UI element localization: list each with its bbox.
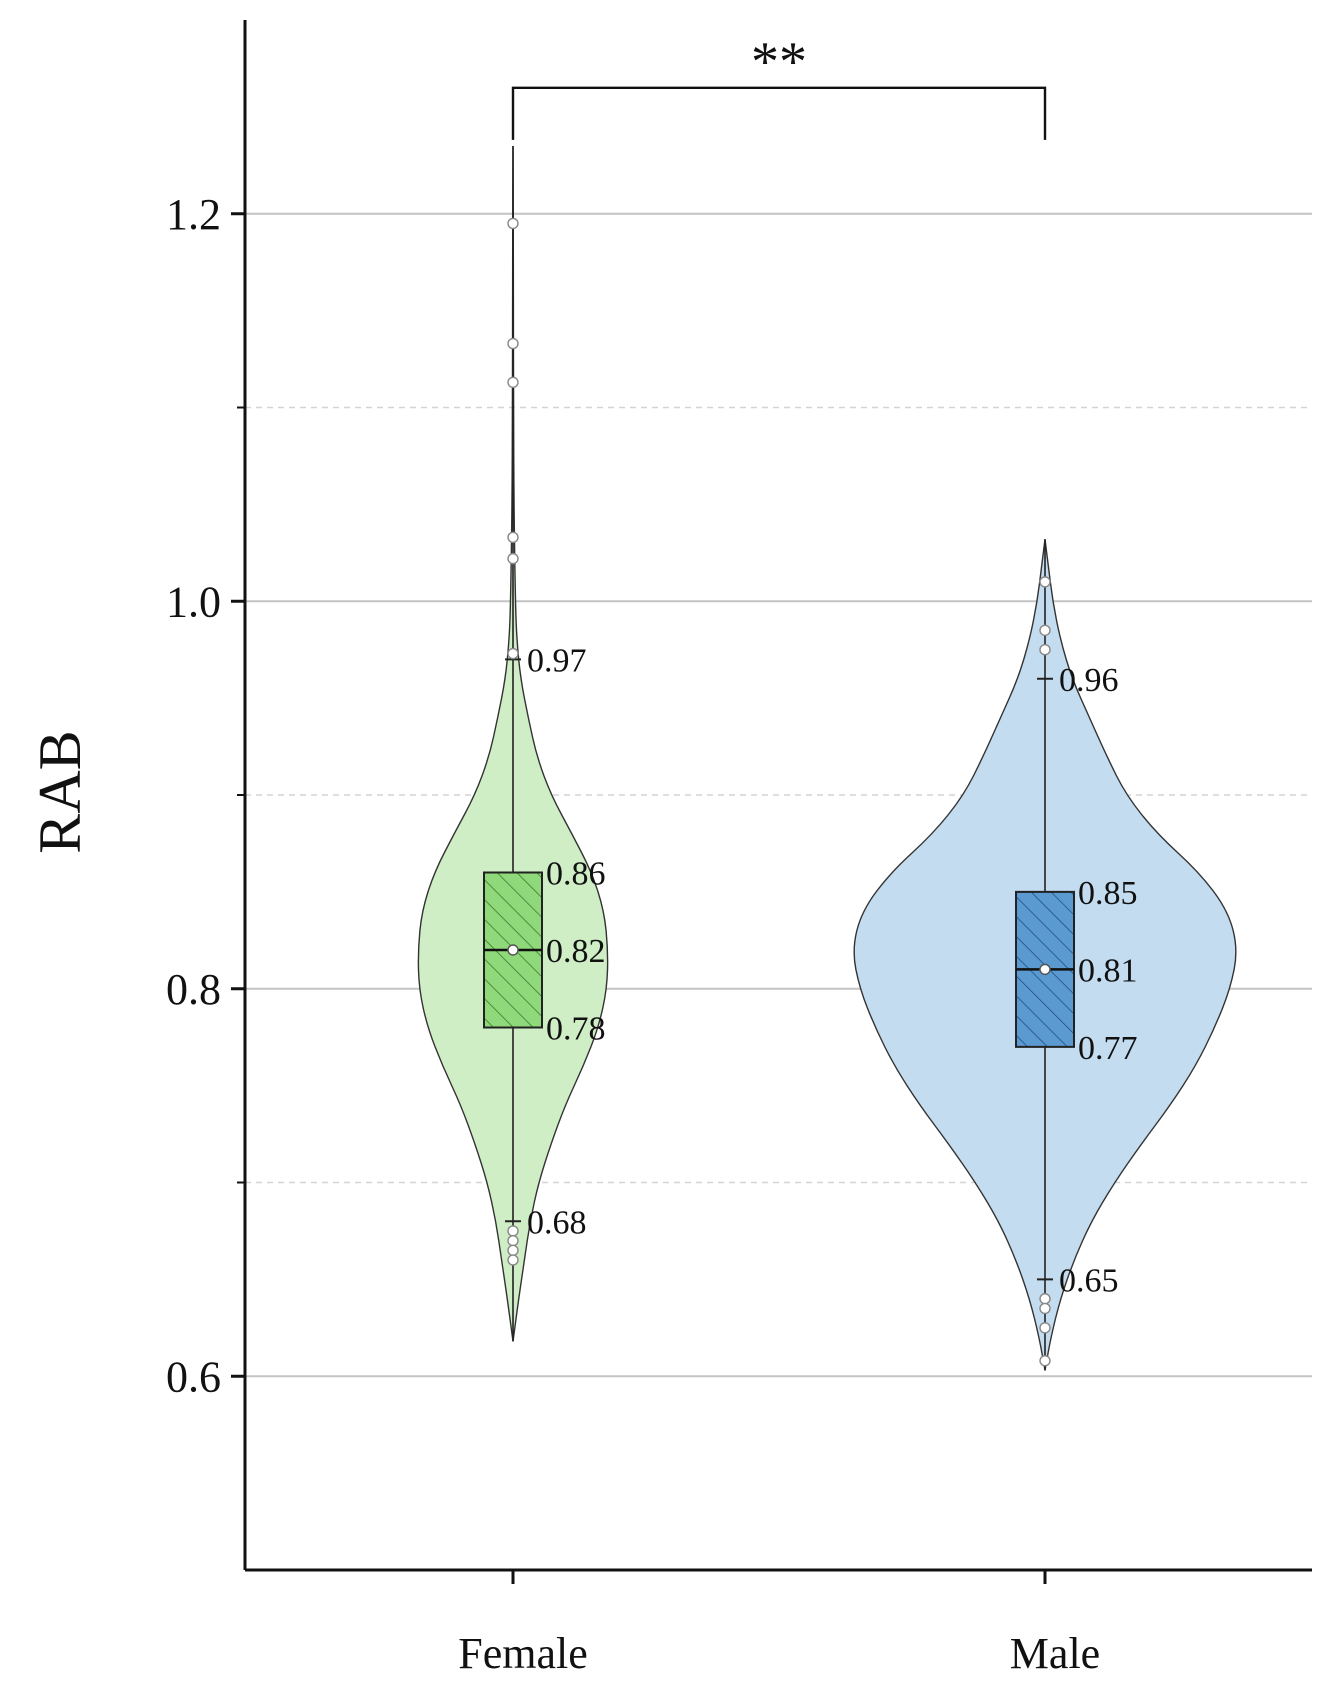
- outlier-point: [507, 337, 519, 350]
- outlier-point: [1039, 1355, 1051, 1367]
- outlier-point: [507, 647, 519, 660]
- outlier-point: [507, 552, 519, 565]
- y-axis-label: RAB: [27, 730, 93, 853]
- outlier-point: [1039, 624, 1051, 637]
- mean-marker: [1039, 963, 1051, 976]
- whisker-low-label: 0.65: [1059, 1262, 1119, 1299]
- outlier-point: [507, 217, 519, 230]
- label-layer: 0.86 0.82 0.78 0.97 0.68 0.85 0.81 0.77 0.96 0.65…: [511, 31, 1138, 1299]
- outlier-point: [1039, 1322, 1051, 1334]
- x-tick-label-female: Female: [458, 1629, 588, 1678]
- box-layer: [483, 145, 1075, 1371]
- significance-label: **: [751, 31, 807, 93]
- y-tick-label: 0.8: [166, 965, 221, 1014]
- q3-label: 0.85: [1078, 875, 1138, 912]
- outlier-point: [507, 376, 519, 389]
- significance-bracket: [511, 86, 1047, 140]
- whisker-high-label: 0.97: [527, 642, 587, 679]
- outlier-point: [1039, 643, 1051, 656]
- outlier-point: [507, 1225, 519, 1237]
- median-label: 0.82: [546, 933, 606, 970]
- mean-marker: [507, 944, 519, 956]
- y-tick-label: 1.2: [166, 190, 221, 239]
- outlier-point: [1039, 1293, 1051, 1305]
- outlier-point: [507, 1254, 519, 1266]
- grid-layer: [245, 212, 1312, 1378]
- whisker-low-label: 0.68: [527, 1204, 587, 1241]
- q3-label: 0.86: [546, 856, 606, 893]
- q1-label: 0.77: [1078, 1030, 1138, 1067]
- outlier-point: [507, 531, 519, 544]
- outlier-point: [1039, 1302, 1051, 1315]
- q1-label: 0.78: [546, 1011, 606, 1048]
- outlier-point: [1039, 576, 1051, 588]
- y-tick-label: 1.0: [166, 577, 221, 626]
- outlier-point: [507, 1234, 519, 1247]
- axis-layer: 0.6 0.8 1.0 1.2 Female Male RAB: [27, 20, 1312, 1678]
- violin-layer: [417, 145, 1237, 1371]
- outlier-point: [507, 1244, 519, 1257]
- y-tick-label: 0.6: [166, 1352, 221, 1401]
- median-label: 0.81: [1078, 952, 1138, 989]
- whisker-high-label: 0.96: [1059, 662, 1119, 699]
- x-tick-label-male: Male: [1010, 1629, 1100, 1678]
